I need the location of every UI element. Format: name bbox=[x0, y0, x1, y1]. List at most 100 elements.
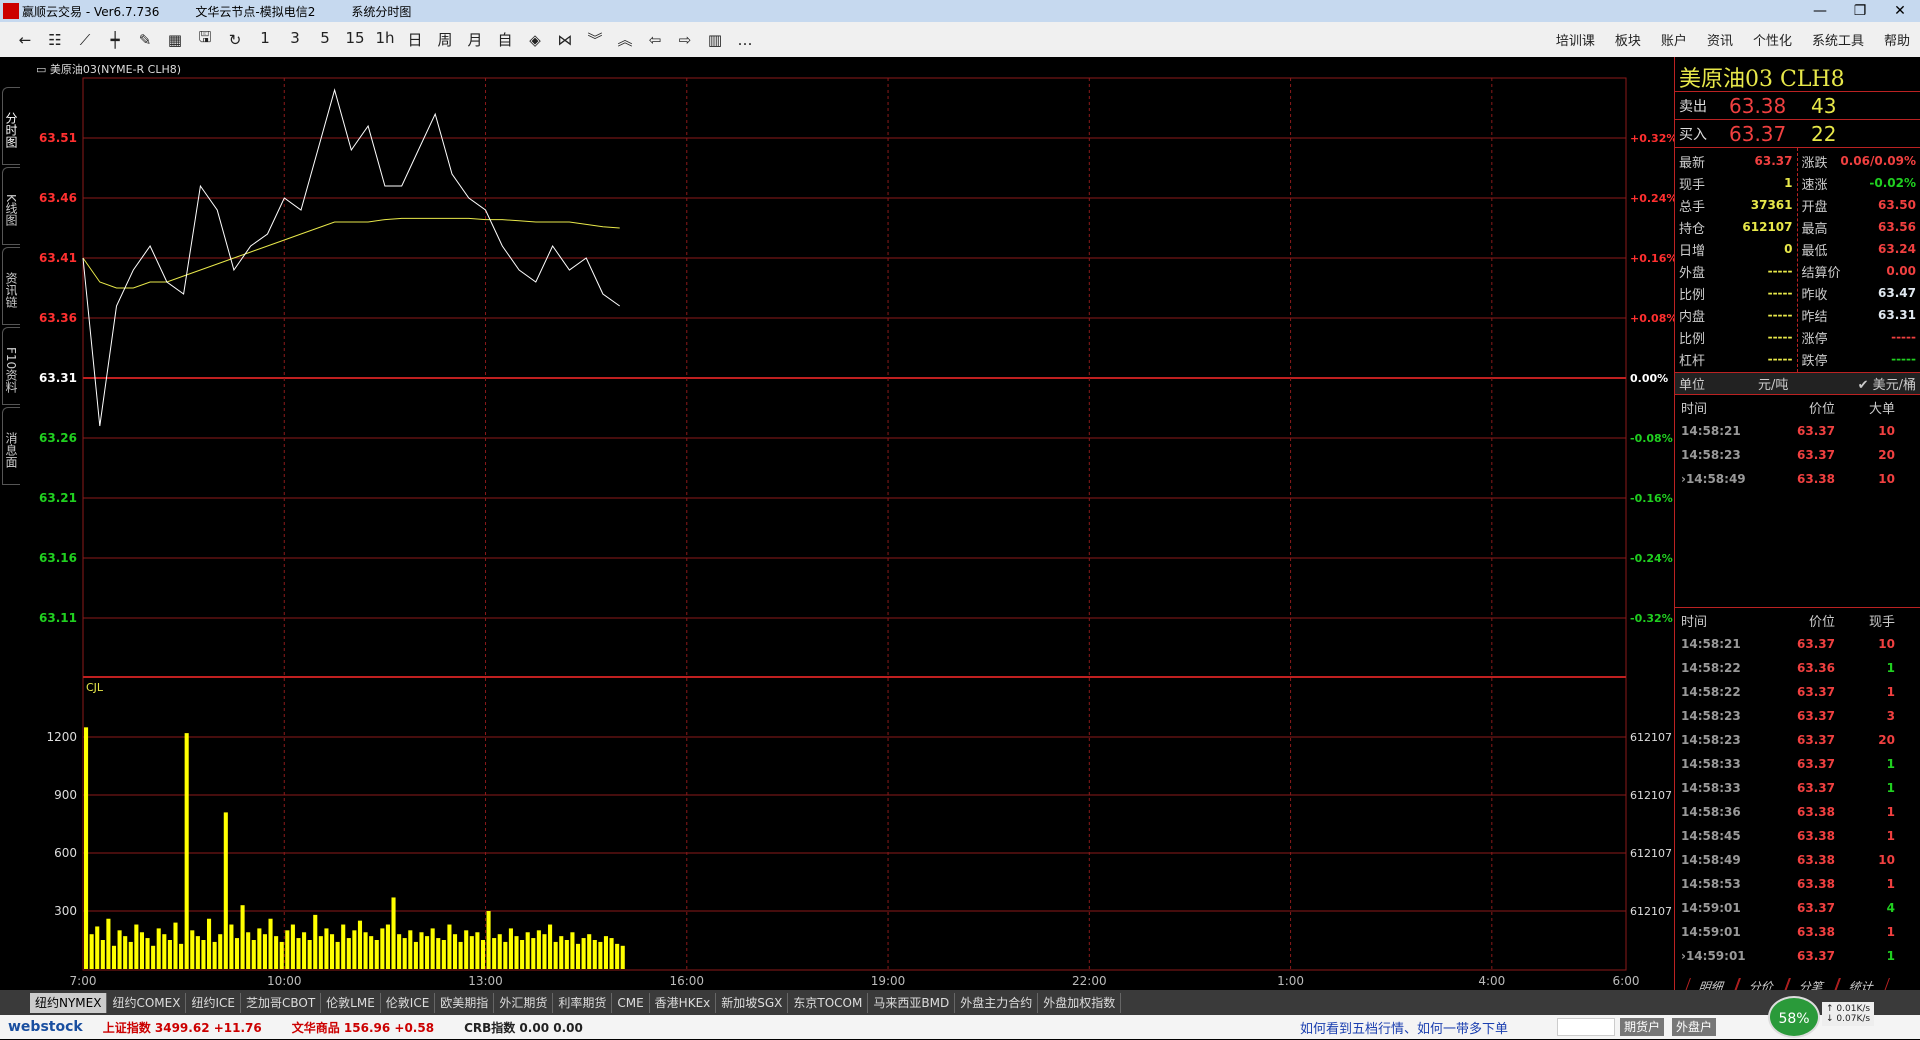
exchange-tab[interactable]: 新加坡SGX bbox=[716, 992, 789, 1013]
shrink-icon[interactable]: ⋈ bbox=[557, 30, 573, 49]
sell-label: 卖出 bbox=[1679, 98, 1707, 115]
volume-bar bbox=[145, 938, 150, 969]
exchange-tab[interactable]: 香港HKEx bbox=[650, 992, 717, 1013]
exchange-tab[interactable]: 东京TOCOM bbox=[788, 992, 869, 1013]
restore-button[interactable]: ❐ bbox=[1853, 3, 1867, 19]
menu-item[interactable]: 培训课 bbox=[1555, 34, 1595, 49]
help-link[interactable]: 如何看到五档行情、如何一带多下单 bbox=[1300, 1021, 1509, 1037]
chevron-down-icon[interactable]: ︾ bbox=[587, 31, 603, 49]
title-bar: 赢顺云交易 - Ver6.7.736 文华云节点-模拟电信2 系统分时图 — ❐… bbox=[0, 0, 1920, 22]
stat-value: 63.50 bbox=[1878, 198, 1916, 212]
unit-option-usd-barrel[interactable]: ✔ 美元/桶 bbox=[1857, 378, 1916, 393]
volume-bar bbox=[251, 940, 256, 969]
layout-icon[interactable]: ▥ bbox=[707, 30, 723, 49]
arrow-left-icon[interactable]: ⇦ bbox=[648, 30, 662, 49]
exchange-tab[interactable]: 伦敦LME bbox=[321, 992, 381, 1013]
exchange-tab[interactable]: 欧美期指 bbox=[435, 992, 495, 1013]
refresh-icon[interactable]: ↻ bbox=[228, 30, 242, 49]
menu-item[interactable]: 账户 bbox=[1660, 34, 1687, 49]
side-tab[interactable]: K线图 bbox=[2, 167, 20, 245]
period-button[interactable]: 月 bbox=[467, 31, 483, 49]
volume-bar bbox=[475, 932, 480, 969]
stat-value: 63.37 bbox=[1754, 154, 1793, 168]
save-icon[interactable]: 🖫 bbox=[198, 28, 212, 46]
volume-bar bbox=[458, 941, 463, 969]
stat-label: 昨结 bbox=[1801, 309, 1828, 325]
foreign-account-button[interactable]: 外盘户 bbox=[1672, 1018, 1717, 1036]
stat-row: 比例 ----- bbox=[1679, 282, 1793, 304]
chevron-up-icon[interactable]: ︽ bbox=[617, 31, 633, 49]
period-button[interactable]: 3 bbox=[290, 29, 300, 47]
stat-label: 昨收 bbox=[1801, 287, 1828, 303]
stat-value: 0.00 bbox=[1886, 264, 1916, 278]
futures-account-button[interactable]: 期货户 bbox=[1620, 1018, 1665, 1036]
side-tab[interactable]: F10资料 bbox=[2, 327, 20, 405]
order-icon[interactable]: ▦ bbox=[167, 30, 183, 49]
volume-bar bbox=[592, 940, 597, 969]
stat-row: 外盘 ----- bbox=[1679, 260, 1793, 282]
exchange-tab[interactable]: 外盘主力合约 bbox=[955, 992, 1039, 1013]
time-tick-label: 19:00 bbox=[871, 974, 906, 988]
exchange-tab[interactable]: 芝加哥CBOT bbox=[241, 992, 322, 1013]
volume-bar bbox=[206, 918, 212, 969]
volume-right-label: 612107 bbox=[1630, 731, 1672, 744]
menu-item[interactable]: 系统工具 bbox=[1811, 34, 1864, 49]
minimize-button[interactable]: — bbox=[1813, 3, 1827, 19]
volume-bar bbox=[436, 938, 441, 969]
trade-volume: 3 bbox=[1886, 709, 1895, 723]
expand-icon[interactable]: ◈ bbox=[529, 30, 541, 49]
side-tab[interactable]: 消息面 bbox=[2, 407, 20, 485]
trade-price: 63.37 bbox=[1797, 757, 1835, 771]
period-button[interactable]: 自 bbox=[497, 31, 513, 49]
volume-bar bbox=[441, 940, 446, 969]
volume-bar bbox=[223, 812, 228, 969]
stat-row: 结算价 0.00 bbox=[1802, 260, 1917, 282]
exchange-tab[interactable]: 纽约COMEX bbox=[107, 992, 187, 1013]
volume-bar bbox=[503, 941, 508, 969]
more-icon[interactable]: … bbox=[737, 30, 753, 49]
price-tick-label: 63.16 bbox=[39, 551, 77, 565]
line-chart-icon[interactable]: ⟋ bbox=[79, 30, 91, 49]
exchange-tab[interactable]: CME bbox=[612, 992, 650, 1013]
exchange-tab[interactable]: 利率期货 bbox=[553, 992, 613, 1013]
exchange-tab[interactable]: 马来西亚BMD bbox=[868, 992, 956, 1013]
candlestick-icon[interactable]: ┿ bbox=[110, 30, 120, 49]
exchange-tab[interactable]: 伦敦ICE bbox=[381, 992, 436, 1013]
stat-value: ----- bbox=[1891, 330, 1916, 344]
exchange-tab[interactable]: 纽约NYMEX bbox=[30, 992, 108, 1013]
exchange-tab[interactable]: 纽约ICE bbox=[186, 992, 241, 1013]
menu-item[interactable]: 板块 bbox=[1614, 34, 1641, 49]
side-tab[interactable]: 资讯链 bbox=[2, 247, 20, 325]
network-meter[interactable]: 58% bbox=[1768, 996, 1820, 1038]
close-button[interactable]: ✕ bbox=[1894, 3, 1906, 19]
arrow-right-icon[interactable]: ⇨ bbox=[678, 30, 692, 49]
side-tab[interactable]: 分时图 bbox=[2, 87, 20, 165]
period-button[interactable]: 5 bbox=[320, 29, 330, 47]
period-button[interactable]: 周 bbox=[437, 31, 453, 49]
period-button[interactable]: 1h bbox=[375, 29, 395, 47]
period-button[interactable]: 15 bbox=[345, 29, 365, 47]
exchange-tab[interactable]: 外汇期货 bbox=[494, 992, 554, 1013]
account-input[interactable] bbox=[1557, 1018, 1615, 1036]
exchange-tab[interactable]: 外盘加权指数 bbox=[1038, 992, 1122, 1013]
period-button[interactable]: 1 bbox=[260, 29, 270, 47]
trade-price: 63.37 bbox=[1797, 448, 1835, 462]
contract-name: 美原油03(NYME-R CLH8) bbox=[49, 63, 182, 76]
list-icon[interactable]: ☷ bbox=[48, 30, 62, 49]
sell-row[interactable]: 卖出 63.38 43 bbox=[1675, 92, 1920, 120]
drawing-icon[interactable]: ✎ bbox=[138, 30, 152, 49]
pct-tick-label: -0.08% bbox=[1630, 432, 1673, 445]
unit-option-yuan-ton[interactable]: 元/吨 bbox=[1758, 378, 1789, 393]
tick-list[interactable]: 时间 价位 现手 14:58:21 63.37 10 14:58:22 63.36 1 14:58… bbox=[1675, 608, 1920, 978]
period-button[interactable]: 日 bbox=[407, 31, 423, 49]
pct-tick-label: -0.32% bbox=[1630, 612, 1673, 625]
menu-item[interactable]: 个性化 bbox=[1752, 34, 1792, 49]
buy-row[interactable]: 买入 63.37 22 bbox=[1675, 120, 1920, 148]
stat-row: 速涨 -0.02% bbox=[1802, 172, 1917, 194]
back-icon[interactable]: ← bbox=[18, 30, 32, 49]
volume-bar bbox=[391, 897, 396, 969]
menu-item[interactable]: 帮助 bbox=[1883, 34, 1910, 49]
menu-item[interactable]: 资讯 bbox=[1706, 34, 1733, 49]
timeshare-chart[interactable]: 63.51 +0.32% 63.46 +0.24% 63.41 +0.16% 63.36 +0… bbox=[0, 57, 1674, 990]
stat-label: 最低 bbox=[1801, 243, 1828, 259]
